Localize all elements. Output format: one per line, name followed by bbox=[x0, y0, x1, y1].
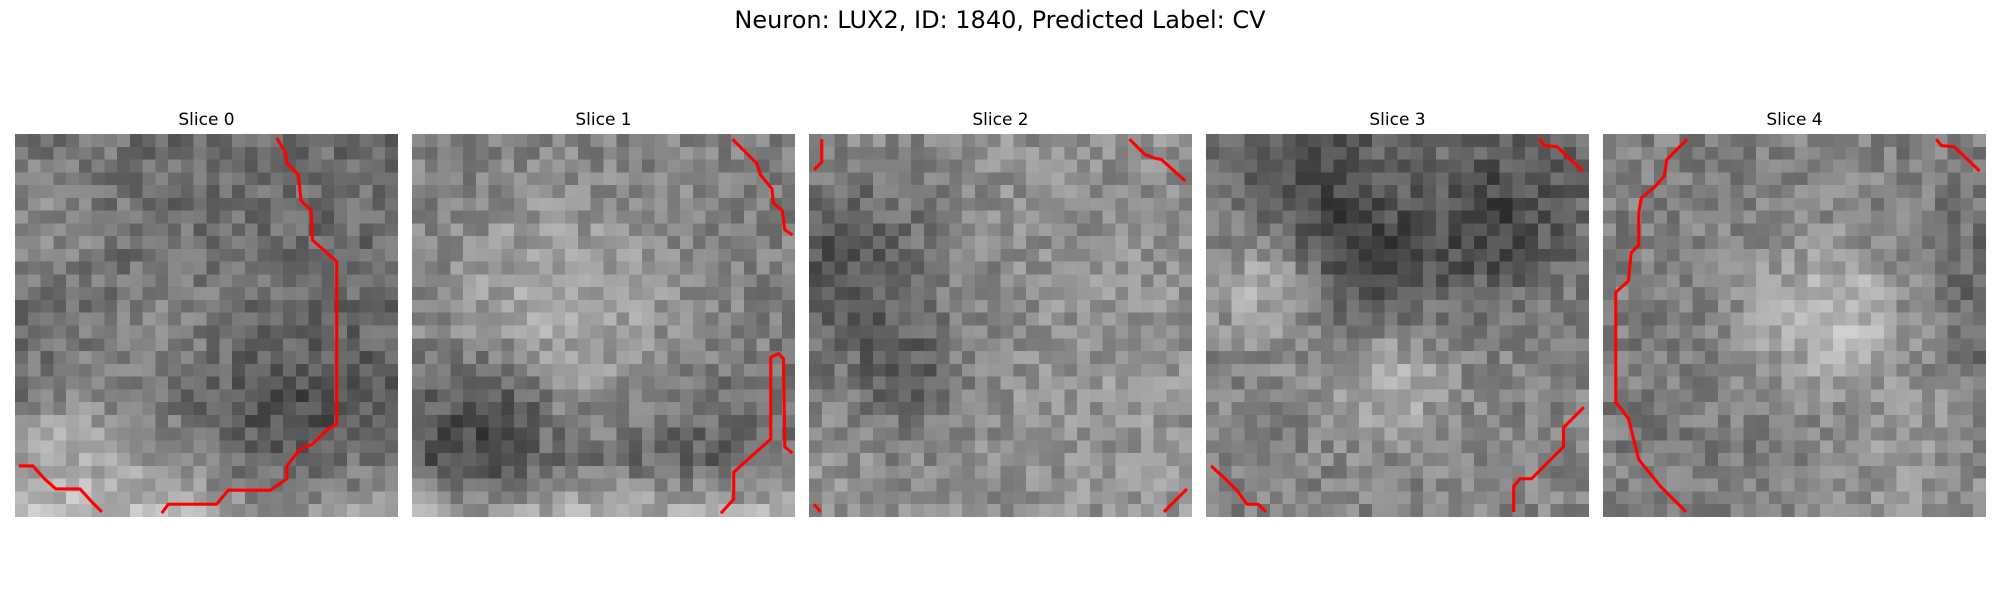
slice-title: Slice 3 bbox=[1369, 110, 1426, 130]
slice-3-image bbox=[1206, 134, 1589, 517]
slice-title: Slice 2 bbox=[972, 110, 1029, 130]
slice-panel-1: Slice 1 bbox=[412, 108, 795, 517]
slice-4-image bbox=[1603, 134, 1986, 517]
slice-0-image bbox=[15, 134, 398, 517]
slice-1-image bbox=[412, 134, 795, 517]
figure-title: Neuron: LUX2, ID: 1840, Predicted Label:… bbox=[734, 6, 1266, 34]
slice-panel-3: Slice 3 bbox=[1206, 108, 1589, 517]
slice-panel-2: Slice 2 bbox=[809, 108, 1192, 517]
slice-title: Slice 4 bbox=[1766, 110, 1823, 130]
slice-title: Slice 0 bbox=[178, 110, 235, 130]
slice-2-image bbox=[809, 134, 1192, 517]
slice-panel-4: Slice 4 bbox=[1603, 108, 1986, 517]
slice-title: Slice 1 bbox=[575, 110, 632, 130]
slice-panel-0: Slice 0 bbox=[15, 108, 398, 517]
